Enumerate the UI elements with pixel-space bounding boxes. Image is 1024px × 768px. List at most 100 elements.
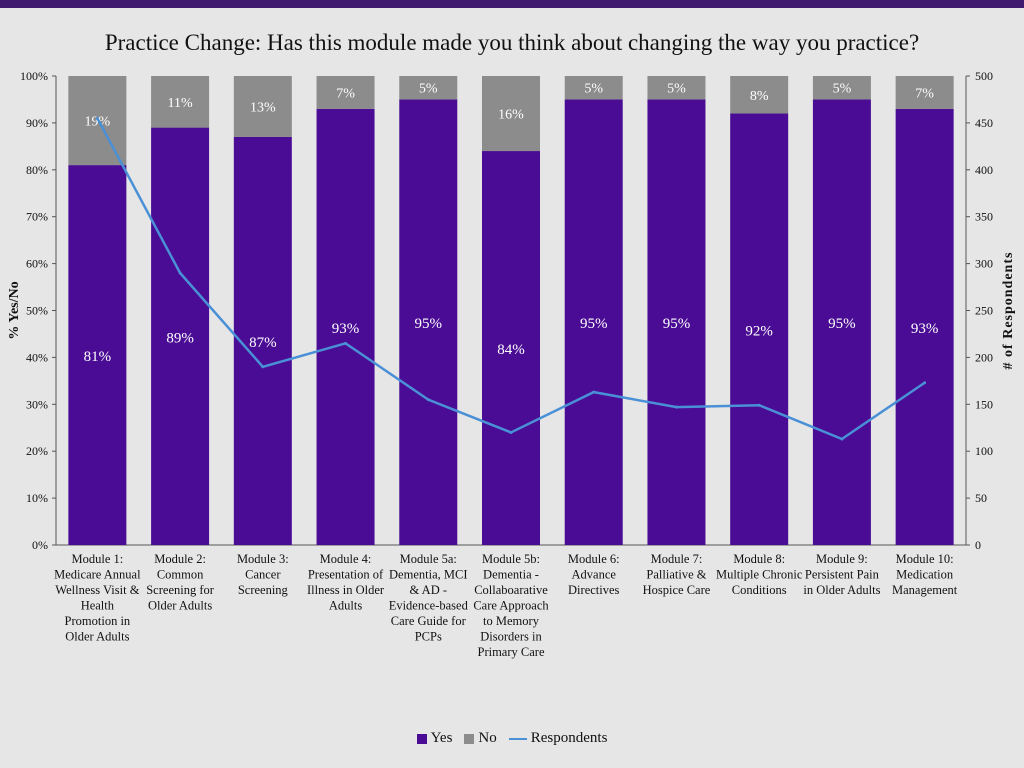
data-label-yes: 84% bbox=[497, 342, 525, 358]
x-category-label-line: Primary Care bbox=[478, 645, 545, 659]
point-respondents bbox=[509, 430, 513, 434]
data-label-no: 5% bbox=[584, 82, 603, 97]
legend-item-respondents: Respondents bbox=[508, 730, 608, 747]
bar-yes bbox=[151, 127, 210, 545]
x-category-label-line: Presentation of bbox=[308, 568, 384, 582]
x-category-label: Module 7: Palliative & Hospice Care bbox=[643, 552, 711, 597]
legend: Yes No Respondents bbox=[0, 730, 1024, 747]
bar-no bbox=[564, 76, 623, 100]
data-label-yes: 81% bbox=[84, 349, 112, 365]
legend-item-no: No bbox=[464, 730, 497, 747]
data-label-no: 11% bbox=[168, 96, 193, 111]
left-tick-label: 30% bbox=[26, 397, 48, 411]
x-category-label-line: Adults bbox=[329, 599, 362, 613]
x-category-label-line: Persistent Pain bbox=[805, 568, 880, 582]
bar-no bbox=[316, 76, 375, 109]
bar-yes bbox=[482, 151, 540, 546]
point-respondents bbox=[426, 398, 430, 402]
x-category-label-line: Module 9: bbox=[816, 552, 868, 566]
x-category-label-line: Health bbox=[81, 599, 115, 613]
x-category-label-line: Dementia, MCI bbox=[389, 568, 467, 582]
right-tick-label: 400 bbox=[975, 163, 993, 177]
legend-label-no: No bbox=[478, 730, 497, 746]
x-category-label-line: PCPs bbox=[415, 630, 442, 644]
left-tick-label: 60% bbox=[26, 257, 48, 271]
left-tick-label: 0% bbox=[32, 538, 48, 552]
x-category-label-line: Medicare Annual bbox=[54, 568, 141, 582]
x-category-label: Module 1: Medicare Annual Wellness Visit &… bbox=[54, 552, 141, 644]
x-category-label-line: Illness in Older bbox=[307, 583, 385, 597]
point-respondents bbox=[178, 271, 182, 275]
right-tick-label: 200 bbox=[975, 350, 993, 364]
bar-yes bbox=[812, 99, 871, 545]
x-category-label-line: Screening for bbox=[146, 583, 215, 597]
x-category-label-line: Dementia - bbox=[483, 568, 539, 582]
left-tick-label: 70% bbox=[26, 210, 48, 224]
bar-yes bbox=[68, 165, 127, 546]
data-label-yes: 89% bbox=[166, 330, 194, 346]
data-label-no: 5% bbox=[419, 82, 438, 97]
legend-label-respondents: Respondents bbox=[530, 730, 608, 746]
x-category-label-line: Advance bbox=[572, 568, 617, 582]
right-tick-label: 450 bbox=[975, 116, 993, 130]
x-category-label-line: Conditions bbox=[732, 583, 787, 597]
point-respondents bbox=[757, 403, 761, 407]
x-category-label-line: Care Guide for bbox=[391, 614, 467, 628]
left-tick-label: 50% bbox=[26, 304, 48, 318]
x-category-label-line: Module 7: bbox=[651, 552, 703, 566]
data-label-yes: 92% bbox=[745, 323, 773, 339]
data-label-no: 5% bbox=[667, 82, 686, 97]
x-category-label-line: Module 10: bbox=[896, 552, 954, 566]
x-category-label: Module 10: Medication Management bbox=[892, 552, 958, 597]
point-respondents bbox=[261, 365, 265, 369]
x-category-label-line: in Older Adults bbox=[803, 583, 880, 597]
right-tick-label: 0 bbox=[975, 538, 981, 552]
x-category-label-line: Older Adults bbox=[148, 599, 212, 613]
x-category-label-line: Common bbox=[157, 568, 204, 582]
right-tick-label: 100 bbox=[975, 444, 993, 458]
x-category-label: Module 8: Multiple Chronic Conditions bbox=[716, 552, 803, 597]
bar-yes bbox=[233, 136, 292, 545]
right-tick-label: 150 bbox=[975, 397, 993, 411]
x-category-label-line: & AD - bbox=[410, 583, 448, 597]
bar-yes bbox=[399, 99, 458, 545]
x-category-label: Module 4: Presentation of Illness in Older… bbox=[307, 552, 385, 613]
point-respondents bbox=[344, 341, 348, 345]
left-tick-label: 80% bbox=[26, 163, 48, 177]
x-category-label-line: to Memory bbox=[483, 614, 540, 628]
legend-swatch-no bbox=[464, 733, 475, 744]
x-category-label-line: Module 6: bbox=[568, 552, 620, 566]
point-respondents bbox=[95, 116, 99, 120]
point-respondents bbox=[674, 405, 678, 409]
bar-no bbox=[482, 76, 540, 152]
bar-yes bbox=[316, 108, 375, 545]
bar-no bbox=[812, 76, 871, 100]
point-respondents bbox=[592, 390, 596, 394]
x-category-label-line: Promotion in bbox=[65, 614, 131, 628]
x-category-label-line: Directives bbox=[568, 583, 620, 597]
x-category-label-line: Module 1: bbox=[71, 552, 123, 566]
x-category-label: Module 9: Persistent Pain in Older Adults bbox=[803, 552, 880, 597]
bar-no bbox=[399, 76, 458, 100]
x-category-label-line: Multiple Chronic bbox=[716, 568, 803, 582]
x-category-label-line: Palliative & bbox=[646, 568, 706, 582]
data-label-no: 5% bbox=[833, 82, 852, 97]
bar-yes bbox=[730, 113, 789, 546]
left-tick-label: 100% bbox=[20, 69, 48, 83]
x-category-label-line: Cancer bbox=[245, 568, 281, 582]
x-category-label-line: Module 3: bbox=[237, 552, 289, 566]
right-tick-label: 50 bbox=[975, 491, 987, 505]
bar-yes bbox=[647, 99, 706, 545]
right-tick-label: 250 bbox=[975, 304, 993, 318]
x-category-label: Module 6: Advance Directives bbox=[568, 552, 620, 597]
top-band bbox=[0, 0, 1024, 8]
bar-no bbox=[233, 76, 292, 137]
legend-item-yes: Yes bbox=[416, 730, 453, 747]
right-tick-label: 300 bbox=[975, 257, 993, 271]
data-label-yes: 93% bbox=[911, 321, 939, 337]
x-category-label-line: Medication bbox=[896, 568, 954, 582]
legend-label-yes: Yes bbox=[430, 730, 453, 746]
x-category-label-line: Older Adults bbox=[65, 630, 129, 644]
bar-no bbox=[647, 76, 706, 100]
